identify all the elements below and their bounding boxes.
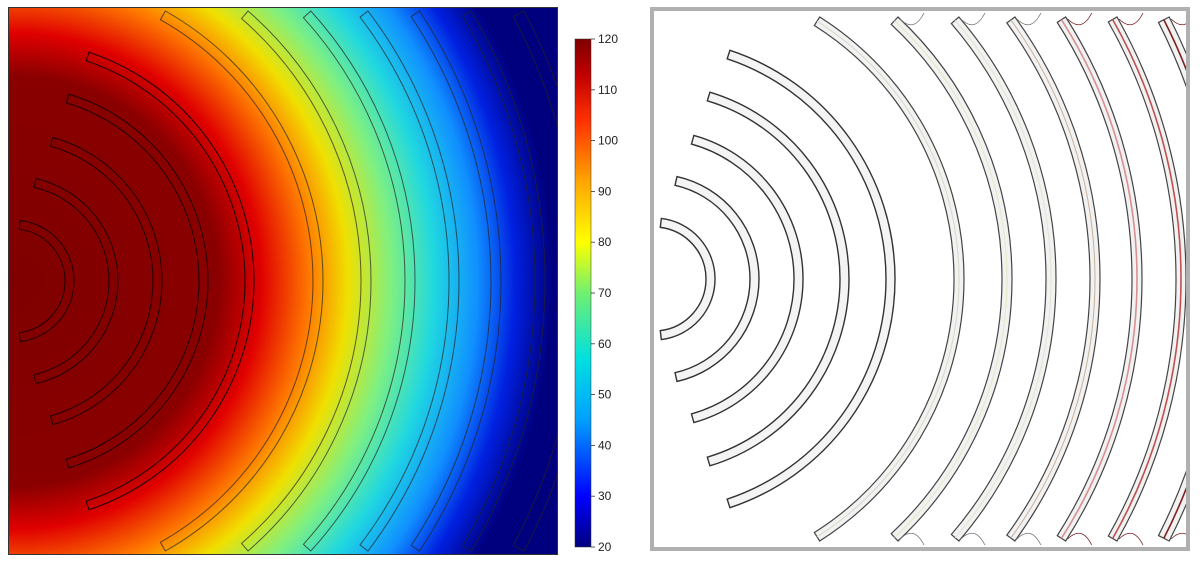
arc-centerline: [816, 20, 960, 538]
colorbar-tick-label: 60: [598, 337, 612, 351]
arc-centerline: [1010, 19, 1096, 539]
outer-arc: [159, 10, 324, 552]
support-curl: [1170, 532, 1186, 540]
colorbar-tick-label: 80: [598, 235, 612, 249]
arc-centerline: [1060, 19, 1138, 539]
outer-arc: [359, 10, 460, 552]
inner-arc: [33, 177, 119, 385]
outline-background: [650, 7, 1190, 551]
support-curl: [1170, 18, 1186, 26]
colorbar-tick-label: 40: [598, 438, 612, 452]
outer-arc: [410, 10, 502, 552]
inner-arc-outline: [726, 49, 896, 509]
colorbar-tick-label: 110: [598, 83, 617, 97]
outer-arc-outline: [1107, 16, 1186, 542]
support-curl: [1016, 532, 1042, 546]
support-curl: [960, 532, 986, 546]
arc-centerline: [1111, 19, 1182, 539]
colorbar-gradient: [574, 38, 592, 548]
field-gradient: [8, 7, 558, 555]
support-curl: [1118, 532, 1144, 546]
field-frame: [8, 7, 558, 555]
outer-arc: [462, 10, 546, 552]
inner-arc: [85, 51, 255, 511]
inner-arc-outline: [706, 91, 850, 467]
outer-arc-outline: [1006, 16, 1101, 542]
colorbar-tick-label: 100: [598, 134, 618, 148]
outer-arc: [240, 10, 372, 552]
inner-arc: [65, 93, 209, 469]
inner-arc: [18, 219, 75, 343]
colorbar-tick-label: 50: [598, 388, 612, 402]
inner-arc-outline: [674, 175, 760, 383]
geometry-outline-plot: [650, 7, 1190, 551]
arc-centerline: [894, 20, 1008, 538]
outline-frame: [650, 7, 1190, 551]
colorbar: 120 110 100 90 80 70 60 50 40 30 20: [574, 33, 618, 553]
colorbar-tick-label: 70: [598, 286, 612, 300]
outer-arc: [512, 10, 558, 552]
outer-arc: [302, 10, 416, 552]
outer-arc-outline: [950, 16, 1057, 542]
right-arc-group: [659, 12, 1186, 546]
inner-arc: [49, 136, 163, 426]
support-curl: [1016, 12, 1042, 26]
outer-arc-outline: [813, 16, 965, 542]
support-curl: [899, 532, 925, 546]
colorbar-tick-label: 90: [598, 184, 612, 198]
arc-centerline: [954, 19, 1052, 539]
temperature-field-plot: [8, 7, 558, 555]
support-curl: [1118, 12, 1144, 26]
colorbar-tick-label: 30: [598, 489, 612, 503]
left-arc-group: [18, 10, 558, 552]
support-curl: [960, 12, 986, 26]
colorbar-tick-group: 120 110 100 90 80 70 60 50 40 30 20: [591, 33, 618, 553]
colorbar-tick-label: 20: [598, 540, 612, 553]
colorbar-tick-label: 120: [598, 33, 618, 46]
inner-arc-outline: [690, 134, 804, 424]
support-curl: [899, 12, 925, 26]
support-curl: [1067, 12, 1093, 26]
support-curl: [1067, 532, 1093, 546]
inner-arc-outline: [659, 217, 716, 341]
